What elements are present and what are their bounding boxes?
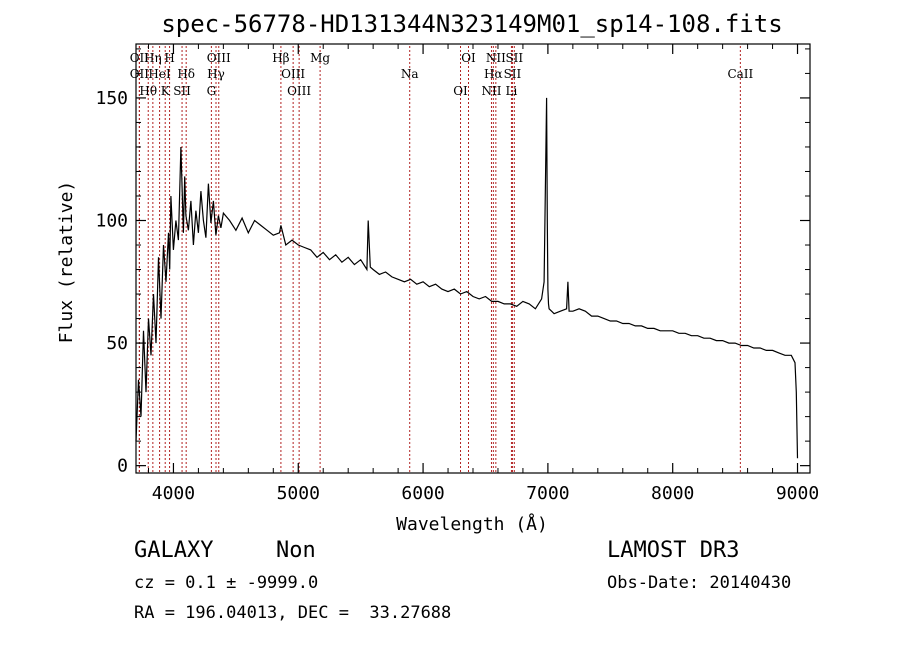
emission-line-label: SII (505, 51, 523, 65)
emission-line-label: OIII (207, 51, 231, 65)
coordinates-label: RA = 196.04013, DEC = 33.27688 (134, 603, 452, 623)
emission-line-label: Hα (484, 67, 503, 81)
x-axis-ticks: 4000 5000 6000 7000 8000 9000 (147, 44, 819, 504)
emission-line-labels: OII OII Hθ Hη HeI K HHδ SII OIII Hγ G Hβ OIII OIII Mg N… (130, 51, 754, 98)
y-tick-label: 150 (95, 88, 128, 109)
x-tick-label: 7000 (526, 483, 569, 504)
y-tick-label: 50 (106, 333, 128, 354)
emission-line-label: Hδ (177, 67, 195, 81)
emission-line-label: CaII (727, 67, 753, 81)
y-axis-label: Flux (relative) (56, 181, 77, 344)
emission-line-label: OI (461, 51, 476, 65)
emission-line-markers (138, 46, 741, 473)
y-tick-label: 100 (95, 211, 128, 232)
emission-line-label: OII (130, 67, 150, 81)
x-tick-label: 5000 (277, 483, 320, 504)
redshift-label: cz = 0.1 ± -9999.0 (134, 573, 319, 593)
classification-label: GALAXY (134, 538, 214, 563)
emission-line-label: Hβ (272, 51, 289, 65)
emission-line-label: NII (486, 51, 506, 65)
emission-line-label: SII (173, 84, 191, 98)
emission-line-label: Na (401, 67, 419, 81)
emission-line-label: SII (504, 67, 522, 81)
emission-line-label: Hγ (207, 67, 225, 81)
emission-line-label: Mg (310, 51, 330, 65)
x-tick-label: 9000 (776, 483, 819, 504)
emission-line-label: Li (506, 84, 518, 98)
plot-frame (135, 43, 811, 474)
emission-line-label: G (207, 84, 217, 98)
emission-line-label: OII (130, 51, 150, 65)
emission-line-label: Hη (144, 51, 162, 65)
emission-line-label: H (164, 51, 174, 65)
x-tick-label: 6000 (401, 483, 444, 504)
y-tick-label: 0 (117, 456, 128, 477)
emission-line-label: HeI (148, 67, 171, 81)
emission-line-label: OIII (287, 84, 311, 98)
emission-line-label: NII (481, 84, 501, 98)
y-axis-ticks: 0 50 100 150 (95, 48, 810, 477)
emission-line-label: Hθ (139, 84, 157, 98)
subclass-label: Non (276, 538, 316, 563)
observation-date-label: Obs-Date: 20140430 (607, 573, 792, 593)
x-axis-label: Wavelength (Å) (396, 513, 548, 535)
emission-line-label: OI (453, 84, 468, 98)
x-tick-label: 8000 (651, 483, 694, 504)
survey-label: LAMOST DR3 (607, 538, 740, 563)
x-tick-label: 4000 (152, 483, 195, 504)
emission-line-label: OIII (281, 67, 305, 81)
emission-line-label: K (161, 84, 171, 98)
chart-title: spec-56778-HD131344N323149M01_sp14-108.f… (161, 10, 782, 38)
spectrum-series-line (135, 97, 799, 459)
